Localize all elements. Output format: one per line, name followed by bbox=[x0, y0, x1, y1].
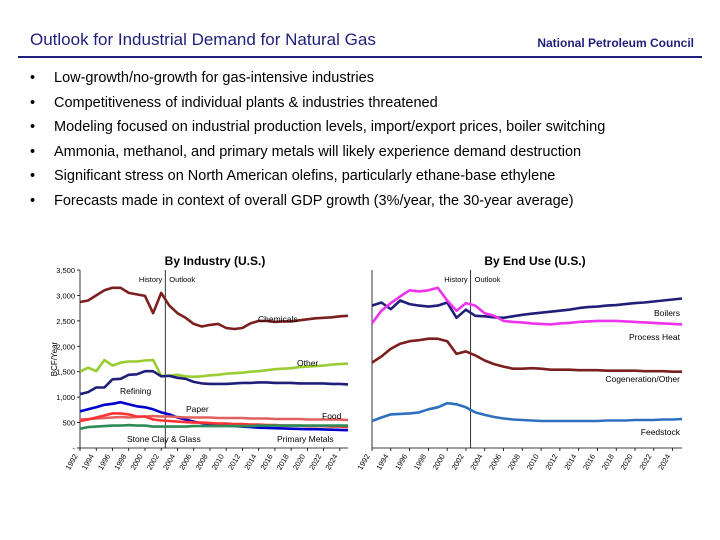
series-annotation: Refining bbox=[120, 386, 151, 396]
outlook-label: Outlook bbox=[169, 275, 195, 284]
y-tick-label: - bbox=[73, 444, 76, 453]
series-line-refining bbox=[79, 369, 349, 396]
history-label: History bbox=[444, 275, 468, 284]
bullet-text: Modeling focused on industrial productio… bbox=[54, 119, 606, 135]
x-tick-label: 2006 bbox=[487, 453, 503, 472]
series-line-stone-clay-glass bbox=[79, 423, 348, 430]
x-tick-label: 2018 bbox=[275, 453, 291, 472]
bullet-item: • Significant stress on North American ol… bbox=[30, 164, 605, 189]
x-tick-label: 2000 bbox=[431, 453, 447, 472]
x-tick-label: 2004 bbox=[161, 453, 177, 472]
x-tick-label: 2010 bbox=[210, 453, 226, 472]
x-tick-label: 2022 bbox=[637, 453, 653, 472]
header-divider bbox=[18, 56, 702, 58]
x-tick-label: 2016 bbox=[259, 453, 275, 472]
x-tick-label: 2008 bbox=[194, 453, 210, 472]
x-tick-label: 2012 bbox=[226, 453, 242, 472]
x-tick-label: 1992 bbox=[356, 453, 372, 472]
y-tick-label: 1,500 bbox=[56, 368, 75, 377]
series-line-process-heat bbox=[370, 286, 683, 326]
y-axis-label: BCF/Year bbox=[50, 341, 59, 376]
x-tick-label: 2014 bbox=[242, 453, 258, 472]
bullet-text: Ammonia, methanol, and primary metals wi… bbox=[54, 143, 582, 160]
y-tick-label: 500 bbox=[62, 419, 75, 428]
bullet-text: Low-growth/no-growth for gas-intensive i… bbox=[54, 70, 374, 86]
x-tick-label: 1992 bbox=[64, 453, 80, 472]
x-tick-label: 1998 bbox=[412, 453, 428, 472]
series-line-chemicals bbox=[79, 286, 349, 331]
series-annotation: Process Heat bbox=[629, 332, 681, 342]
x-tick-label: 2024 bbox=[323, 453, 339, 472]
series-annotation: Other bbox=[297, 358, 318, 368]
history-label: History bbox=[139, 275, 163, 284]
series-annotation: Paper bbox=[186, 404, 209, 414]
bullet-dot-icon: • bbox=[30, 94, 36, 111]
y-tick-label: 1,000 bbox=[56, 393, 75, 402]
x-tick-label: 2006 bbox=[177, 453, 193, 472]
x-tick-label: 2014 bbox=[562, 453, 578, 472]
org-name: National Petroleum Council bbox=[537, 36, 694, 50]
x-tick-label: 2010 bbox=[525, 453, 541, 472]
bullet-dot-icon: • bbox=[30, 168, 36, 184]
y-tick-label: 3,000 bbox=[56, 291, 75, 300]
x-tick-label: 2002 bbox=[145, 453, 161, 472]
series-annotation: Primary Metals bbox=[277, 434, 334, 444]
y-tick-label: 2,500 bbox=[56, 317, 75, 326]
series-line-feedstock bbox=[371, 401, 683, 423]
x-tick-label: 2018 bbox=[600, 453, 616, 472]
x-tick-label: 1994 bbox=[374, 453, 390, 472]
x-tick-label: 2022 bbox=[307, 453, 323, 472]
bullet-text: Significant stress on North American ole… bbox=[54, 168, 556, 184]
bullet-item: • Competitiveness of individual plants & … bbox=[30, 91, 605, 116]
chart-title: By End Use (U.S.) bbox=[484, 254, 585, 268]
x-tick-label: 1996 bbox=[393, 453, 409, 472]
page-title: Outlook for Industrial Demand for Natura… bbox=[30, 30, 376, 49]
x-tick-label: 2024 bbox=[656, 453, 672, 472]
x-tick-label: 2020 bbox=[619, 453, 635, 472]
x-tick-label: 1996 bbox=[96, 453, 112, 472]
x-tick-label: 1994 bbox=[80, 453, 96, 472]
charts-area: By Industry (U.S.) - 500 1,000 1,500 2,000 2,5… bbox=[50, 254, 683, 472]
bullet-item: • Modeling focused on industrial producti… bbox=[30, 115, 605, 140]
series-annotation: Chemicals bbox=[258, 314, 298, 324]
bullet-dot-icon: • bbox=[30, 143, 36, 160]
bullet-dot-icon: • bbox=[30, 119, 36, 135]
x-tick-label: 2008 bbox=[506, 453, 522, 472]
series-line-cogeneration-other bbox=[371, 337, 682, 373]
x-tick-label: 2016 bbox=[581, 453, 597, 472]
series-annotation: Food bbox=[322, 411, 342, 421]
x-tick-label: 2020 bbox=[291, 453, 307, 472]
bullet-item: • Low-growth/no-growth for gas-intensive … bbox=[30, 66, 605, 91]
series-annotation: Feedstock bbox=[641, 427, 681, 437]
x-tick-label: 2000 bbox=[129, 453, 145, 472]
chart-title: By Industry (U.S.) bbox=[165, 254, 266, 268]
outlook-label: Outlook bbox=[475, 275, 501, 284]
bullet-item: • Forecasts made in context of overall GD… bbox=[30, 189, 605, 214]
bullet-dot-icon: • bbox=[30, 70, 36, 86]
x-tick-label: 2004 bbox=[468, 453, 484, 472]
y-tick-label: 3,500 bbox=[56, 266, 75, 275]
series-line-food bbox=[79, 414, 349, 422]
bullet-text: Competitiveness of individual plants & i… bbox=[54, 94, 438, 111]
bullet-text: Forecasts made in context of overall GDP… bbox=[54, 192, 574, 209]
series-line-boilers bbox=[371, 297, 683, 320]
x-tick-label: 1998 bbox=[112, 453, 128, 472]
series-line-other bbox=[79, 358, 349, 379]
bullet-list: • Low-growth/no-growth for gas-intensive … bbox=[30, 66, 605, 213]
y-tick-label: 2,000 bbox=[56, 342, 75, 351]
series-annotation: Cogeneration/Other bbox=[605, 374, 680, 384]
series-annotation: Stone Clay & Glass bbox=[127, 434, 201, 444]
bullet-dot-icon: • bbox=[30, 192, 36, 209]
bullet-item: • Ammonia, methanol, and primary metals w… bbox=[30, 140, 605, 165]
series-annotation: Boilers bbox=[654, 308, 680, 318]
x-tick-label: 2012 bbox=[543, 453, 559, 472]
x-tick-label: 2002 bbox=[450, 453, 466, 472]
